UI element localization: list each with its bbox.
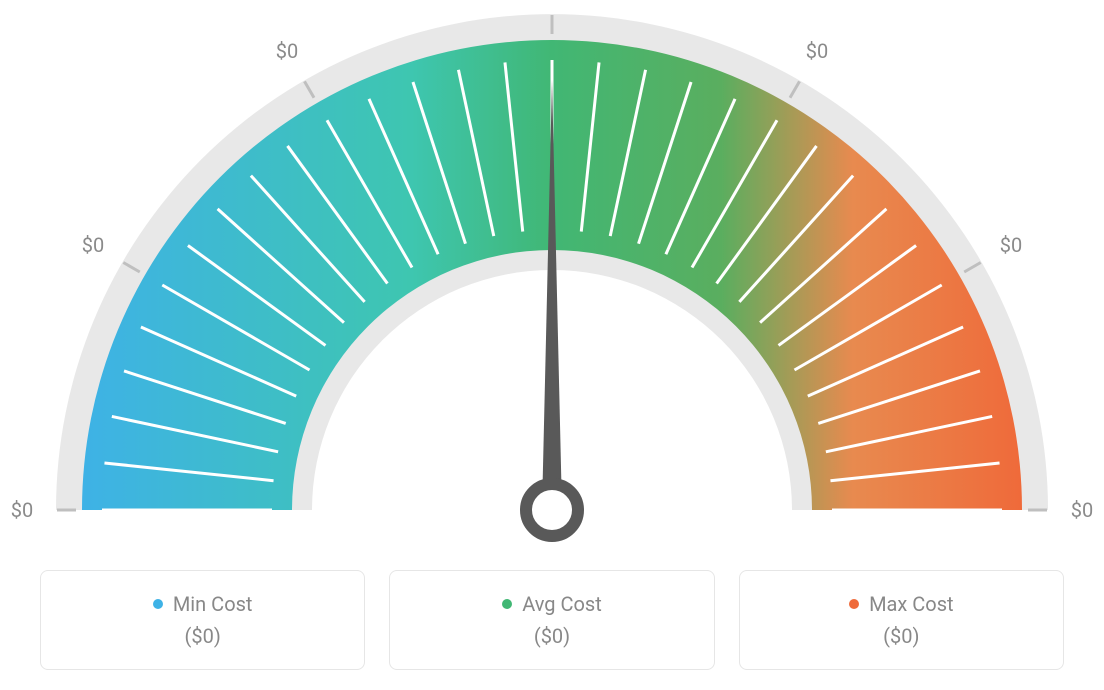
legend-max-label: Max Cost [869, 592, 954, 616]
legend-max-title: Max Cost [849, 592, 954, 616]
legend-avg-label: Avg Cost [522, 592, 602, 616]
cost-gauge-chart: $0$0$0$0$0$0$0 Min Cost ($0) Avg Cost ($… [0, 0, 1104, 690]
legend-dot-min [153, 599, 163, 609]
legend-card-avg: Avg Cost ($0) [389, 570, 714, 670]
legend-min-value: ($0) [185, 624, 221, 648]
legend-min-title: Min Cost [153, 592, 253, 616]
legend-min-label: Min Cost [173, 592, 253, 616]
gauge-stage: $0$0$0$0$0$0$0 [0, 0, 1104, 560]
legend-dot-avg [502, 599, 512, 609]
gauge-tick-label: $0 [276, 39, 298, 63]
legend-dot-max [849, 599, 859, 609]
legend-avg-title: Avg Cost [502, 592, 602, 616]
gauge-tick-label: $0 [1000, 233, 1022, 257]
gauge-tick-label: $0 [82, 233, 104, 257]
gauge-tick-label: $0 [1071, 498, 1093, 522]
gauge-svg [0, 0, 1104, 560]
legend-card-max: Max Cost ($0) [739, 570, 1064, 670]
legend-card-min: Min Cost ($0) [40, 570, 365, 670]
gauge-tick-label: $0 [806, 39, 828, 63]
legend-avg-value: ($0) [534, 624, 570, 648]
legend-row: Min Cost ($0) Avg Cost ($0) Max Cost ($0… [40, 570, 1064, 670]
legend-max-value: ($0) [883, 624, 919, 648]
gauge-tick-label: $0 [11, 498, 33, 522]
